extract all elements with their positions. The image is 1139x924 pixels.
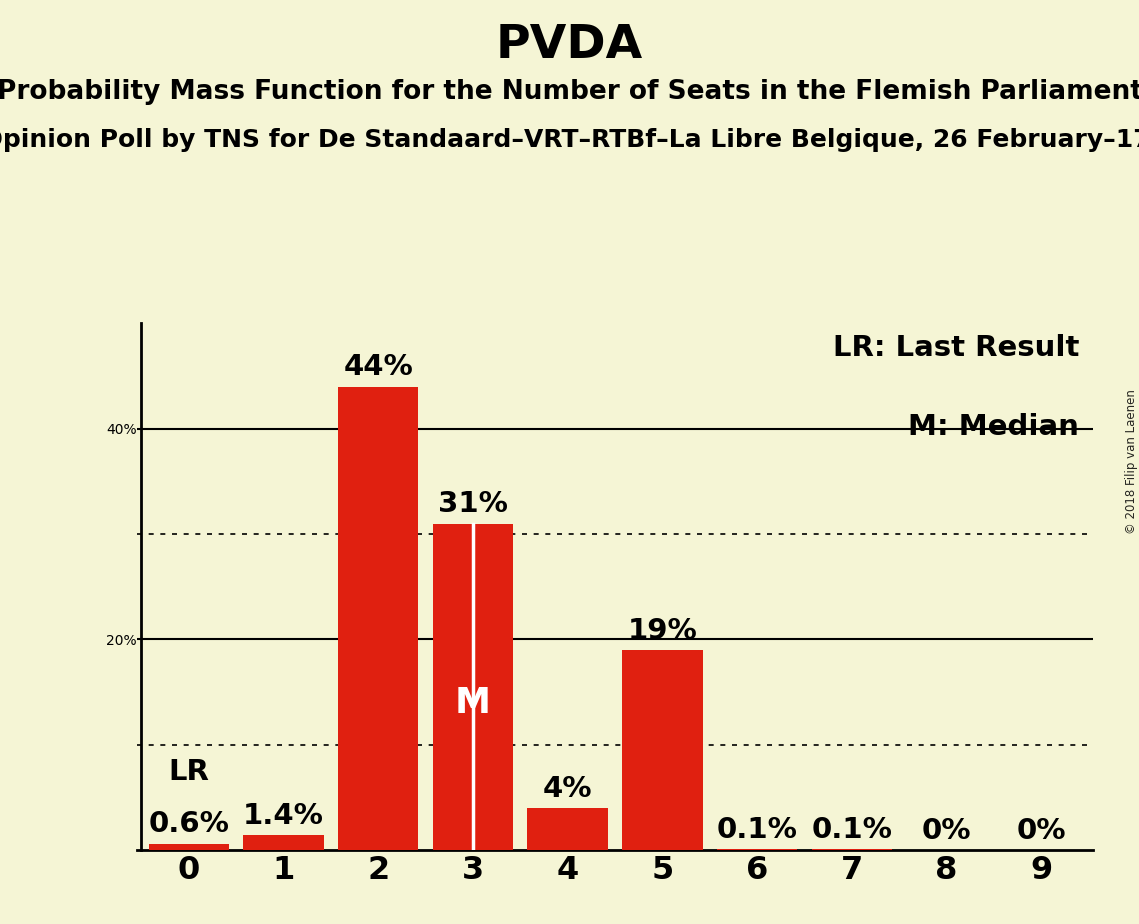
Text: LR: Last Result: LR: Last Result xyxy=(833,334,1079,362)
Text: PVDA: PVDA xyxy=(495,23,644,68)
Bar xyxy=(622,650,703,850)
Text: 0.1%: 0.1% xyxy=(716,816,797,844)
Text: 0%: 0% xyxy=(1017,817,1066,845)
Bar xyxy=(244,835,323,850)
Bar xyxy=(433,524,514,850)
Bar xyxy=(148,844,229,850)
Text: 1.4%: 1.4% xyxy=(243,802,323,830)
Text: an Opinion Poll by TNS for De Standaard–VRT–RTBf–La Libre Belgique, 26 February–: an Opinion Poll by TNS for De Standaard–… xyxy=(0,128,1139,152)
Text: 0%: 0% xyxy=(921,817,972,845)
Text: 0.6%: 0.6% xyxy=(148,810,229,838)
Text: Probability Mass Function for the Number of Seats in the Flemish Parliament: Probability Mass Function for the Number… xyxy=(0,79,1139,104)
Bar xyxy=(716,849,797,850)
Text: 19%: 19% xyxy=(628,616,697,645)
Bar xyxy=(812,849,892,850)
Text: M: M xyxy=(454,687,491,720)
Text: 0.1%: 0.1% xyxy=(811,816,892,844)
Text: © 2018 Filip van Laenen: © 2018 Filip van Laenen xyxy=(1124,390,1138,534)
Bar xyxy=(527,808,608,850)
Text: 4%: 4% xyxy=(543,774,592,803)
Text: M: Median: M: Median xyxy=(908,413,1079,441)
Text: 44%: 44% xyxy=(343,353,413,382)
Text: 31%: 31% xyxy=(439,491,508,518)
Text: LR: LR xyxy=(169,758,210,785)
Bar xyxy=(338,386,418,850)
